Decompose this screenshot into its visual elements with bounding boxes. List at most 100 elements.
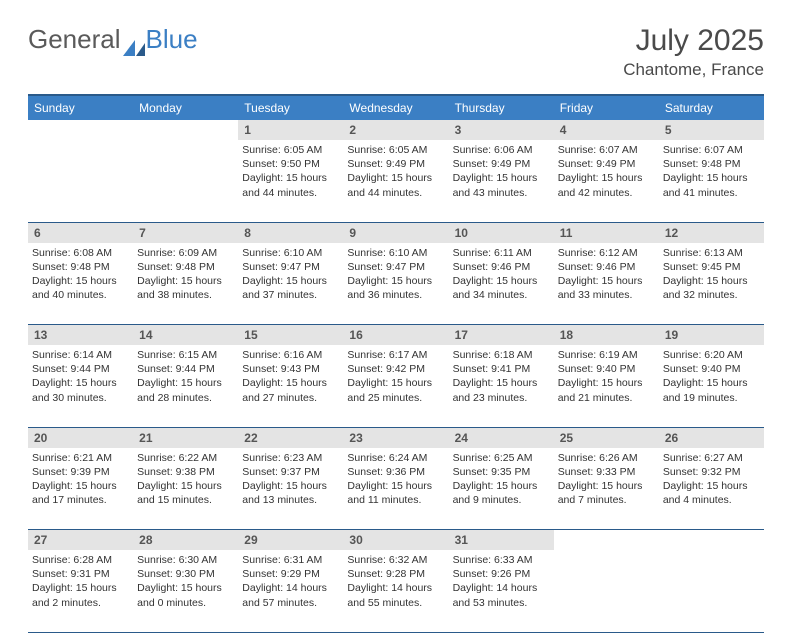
day-data: Sunrise: 6:16 AMSunset: 9:43 PMDaylight:… xyxy=(238,345,343,411)
logo-sail-icon xyxy=(123,32,145,48)
day-data: Sunrise: 6:12 AMSunset: 9:46 PMDaylight:… xyxy=(554,243,659,309)
day-cell: Sunrise: 6:09 AMSunset: 9:48 PMDaylight:… xyxy=(133,243,238,325)
sunset-text: Sunset: 9:29 PM xyxy=(242,567,339,581)
daylight-text: Daylight: 14 hours and 57 minutes. xyxy=(242,581,339,609)
daylight-text: Daylight: 15 hours and 23 minutes. xyxy=(453,376,550,404)
sunset-text: Sunset: 9:48 PM xyxy=(137,260,234,274)
day-data: Sunrise: 6:15 AMSunset: 9:44 PMDaylight:… xyxy=(133,345,238,411)
daynum-cell: 19 xyxy=(659,325,764,346)
daylight-text: Daylight: 15 hours and 0 minutes. xyxy=(137,581,234,609)
daynum-row: 2728293031 xyxy=(28,530,764,551)
day-cell: Sunrise: 6:19 AMSunset: 9:40 PMDaylight:… xyxy=(554,345,659,427)
day-cell xyxy=(133,140,238,222)
sunset-text: Sunset: 9:48 PM xyxy=(663,157,760,171)
sunrise-text: Sunrise: 6:26 AM xyxy=(558,451,655,465)
sunrise-text: Sunrise: 6:23 AM xyxy=(242,451,339,465)
day-data: Sunrise: 6:10 AMSunset: 9:47 PMDaylight:… xyxy=(343,243,448,309)
logo-text-2: Blue xyxy=(146,24,198,55)
day-data: Sunrise: 6:11 AMSunset: 9:46 PMDaylight:… xyxy=(449,243,554,309)
day-data: Sunrise: 6:17 AMSunset: 9:42 PMDaylight:… xyxy=(343,345,448,411)
day-cell: Sunrise: 6:15 AMSunset: 9:44 PMDaylight:… xyxy=(133,345,238,427)
weekday-header: Monday xyxy=(133,95,238,120)
sunrise-text: Sunrise: 6:19 AM xyxy=(558,348,655,362)
day-cell: Sunrise: 6:07 AMSunset: 9:49 PMDaylight:… xyxy=(554,140,659,222)
daylight-text: Daylight: 15 hours and 11 minutes. xyxy=(347,479,444,507)
daynum-cell: 9 xyxy=(343,222,448,243)
daynum-cell: 4 xyxy=(554,120,659,140)
sunrise-text: Sunrise: 6:25 AM xyxy=(453,451,550,465)
daylight-text: Daylight: 15 hours and 32 minutes. xyxy=(663,274,760,302)
weekday-header-row: Sunday Monday Tuesday Wednesday Thursday… xyxy=(28,95,764,120)
daylight-text: Daylight: 15 hours and 19 minutes. xyxy=(663,376,760,404)
daynum-cell: 15 xyxy=(238,325,343,346)
daynum-cell: 13 xyxy=(28,325,133,346)
day-number xyxy=(28,120,133,126)
title-block: July 2025 Chantome, France xyxy=(623,24,764,80)
location: Chantome, France xyxy=(623,60,764,80)
day-data: Sunrise: 6:13 AMSunset: 9:45 PMDaylight:… xyxy=(659,243,764,309)
daynum-cell: 18 xyxy=(554,325,659,346)
sunset-text: Sunset: 9:45 PM xyxy=(663,260,760,274)
daylight-text: Daylight: 15 hours and 43 minutes. xyxy=(453,171,550,199)
day-data: Sunrise: 6:10 AMSunset: 9:47 PMDaylight:… xyxy=(238,243,343,309)
day-data: Sunrise: 6:27 AMSunset: 9:32 PMDaylight:… xyxy=(659,448,764,514)
day-cell: Sunrise: 6:06 AMSunset: 9:49 PMDaylight:… xyxy=(449,140,554,222)
daynum-cell: 26 xyxy=(659,427,764,448)
day-cell: Sunrise: 6:05 AMSunset: 9:50 PMDaylight:… xyxy=(238,140,343,222)
day-number: 11 xyxy=(554,223,659,243)
day-cell: Sunrise: 6:24 AMSunset: 9:36 PMDaylight:… xyxy=(343,448,448,530)
sunset-text: Sunset: 9:46 PM xyxy=(558,260,655,274)
day-data: Sunrise: 6:21 AMSunset: 9:39 PMDaylight:… xyxy=(28,448,133,514)
weekday-header: Thursday xyxy=(449,95,554,120)
day-cell: Sunrise: 6:33 AMSunset: 9:26 PMDaylight:… xyxy=(449,550,554,632)
day-cell: Sunrise: 6:25 AMSunset: 9:35 PMDaylight:… xyxy=(449,448,554,530)
day-data: Sunrise: 6:18 AMSunset: 9:41 PMDaylight:… xyxy=(449,345,554,411)
daynum-cell: 12 xyxy=(659,222,764,243)
sunrise-text: Sunrise: 6:18 AM xyxy=(453,348,550,362)
header: General Blue July 2025 Chantome, France xyxy=(28,24,764,80)
daynum-cell xyxy=(133,120,238,140)
day-number: 26 xyxy=(659,428,764,448)
day-cell: Sunrise: 6:12 AMSunset: 9:46 PMDaylight:… xyxy=(554,243,659,325)
daylight-text: Daylight: 15 hours and 38 minutes. xyxy=(137,274,234,302)
daynum-cell: 5 xyxy=(659,120,764,140)
daylight-text: Daylight: 15 hours and 17 minutes. xyxy=(32,479,129,507)
daynum-cell: 20 xyxy=(28,427,133,448)
daynum-cell: 21 xyxy=(133,427,238,448)
day-data: Sunrise: 6:20 AMSunset: 9:40 PMDaylight:… xyxy=(659,345,764,411)
day-number: 7 xyxy=(133,223,238,243)
sunrise-text: Sunrise: 6:27 AM xyxy=(663,451,760,465)
sunset-text: Sunset: 9:26 PM xyxy=(453,567,550,581)
day-number: 3 xyxy=(449,120,554,140)
sunset-text: Sunset: 9:50 PM xyxy=(242,157,339,171)
day-number: 27 xyxy=(28,530,133,550)
daynum-cell xyxy=(554,530,659,551)
week-row: Sunrise: 6:05 AMSunset: 9:50 PMDaylight:… xyxy=(28,140,764,222)
daylight-text: Daylight: 15 hours and 42 minutes. xyxy=(558,171,655,199)
sunset-text: Sunset: 9:40 PM xyxy=(663,362,760,376)
daynum-cell xyxy=(28,120,133,140)
day-cell: Sunrise: 6:10 AMSunset: 9:47 PMDaylight:… xyxy=(343,243,448,325)
sunset-text: Sunset: 9:33 PM xyxy=(558,465,655,479)
day-cell: Sunrise: 6:10 AMSunset: 9:47 PMDaylight:… xyxy=(238,243,343,325)
sunset-text: Sunset: 9:48 PM xyxy=(32,260,129,274)
calendar-table: Sunday Monday Tuesday Wednesday Thursday… xyxy=(28,94,764,633)
sunset-text: Sunset: 9:37 PM xyxy=(242,465,339,479)
day-cell: Sunrise: 6:21 AMSunset: 9:39 PMDaylight:… xyxy=(28,448,133,530)
sunset-text: Sunset: 9:42 PM xyxy=(347,362,444,376)
day-data: Sunrise: 6:23 AMSunset: 9:37 PMDaylight:… xyxy=(238,448,343,514)
sunrise-text: Sunrise: 6:10 AM xyxy=(347,246,444,260)
sunrise-text: Sunrise: 6:13 AM xyxy=(663,246,760,260)
day-data: Sunrise: 6:33 AMSunset: 9:26 PMDaylight:… xyxy=(449,550,554,616)
daylight-text: Daylight: 15 hours and 9 minutes. xyxy=(453,479,550,507)
day-number: 17 xyxy=(449,325,554,345)
sunrise-text: Sunrise: 6:14 AM xyxy=(32,348,129,362)
day-cell xyxy=(554,550,659,632)
daylight-text: Daylight: 15 hours and 36 minutes. xyxy=(347,274,444,302)
daylight-text: Daylight: 15 hours and 34 minutes. xyxy=(453,274,550,302)
day-data: Sunrise: 6:09 AMSunset: 9:48 PMDaylight:… xyxy=(133,243,238,309)
day-number: 29 xyxy=(238,530,343,550)
daylight-text: Daylight: 15 hours and 4 minutes. xyxy=(663,479,760,507)
sunrise-text: Sunrise: 6:24 AM xyxy=(347,451,444,465)
day-data: Sunrise: 6:22 AMSunset: 9:38 PMDaylight:… xyxy=(133,448,238,514)
